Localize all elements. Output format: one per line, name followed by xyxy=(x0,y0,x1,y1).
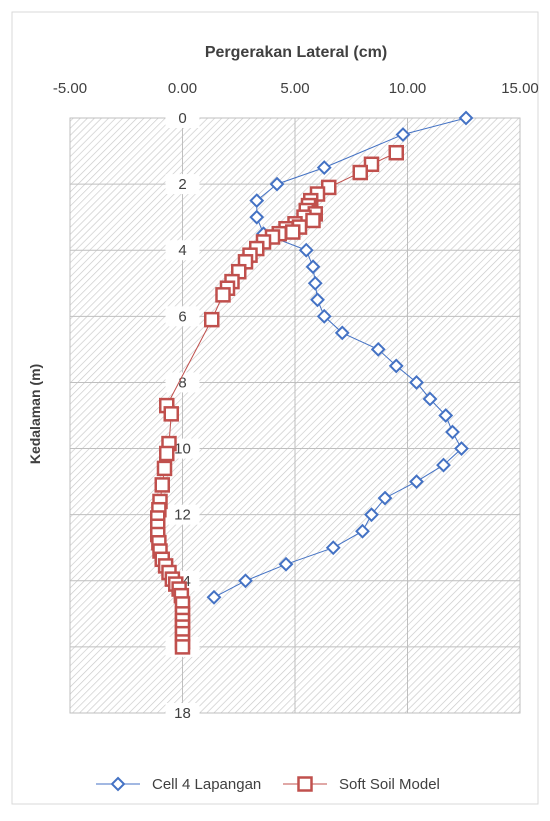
y-tick-label-bg xyxy=(165,306,200,327)
chart-title: Pergerakan Lateral (cm) xyxy=(205,44,387,61)
diamond-marker xyxy=(409,375,424,390)
legend-label: Soft Soil Model xyxy=(339,776,440,793)
y-tick-label-bg xyxy=(165,504,200,525)
legend-diamond-icon xyxy=(110,776,126,792)
diamond-marker xyxy=(305,259,321,275)
y-axis-label: Kedalaman (m) xyxy=(27,364,43,464)
square-marker xyxy=(174,639,191,655)
diamond-marker xyxy=(395,127,411,142)
y-tick-label-bg xyxy=(165,240,200,261)
diamond-marker xyxy=(206,589,222,605)
legend: Cell 4 Lapangan Soft Soil Model xyxy=(96,776,440,793)
legend-item: Cell 4 Lapangan xyxy=(96,776,261,793)
diamond-marker xyxy=(249,209,265,225)
legend-item: Soft Soil Model xyxy=(283,776,440,793)
y-tick-label: 18 xyxy=(174,705,191,722)
square-marker xyxy=(163,406,179,422)
y-tick-label-bg xyxy=(165,174,200,195)
diamond-marker xyxy=(388,358,404,374)
diamond-marker xyxy=(355,523,370,539)
legend-label: Cell 4 Lapangan xyxy=(152,776,261,793)
x-tick-label: 15.00 xyxy=(501,80,539,97)
diamond-marker xyxy=(436,457,451,473)
y-tick-label: 0 xyxy=(178,110,186,127)
y-tick-label: 4 xyxy=(178,242,186,259)
diamond-marker xyxy=(238,573,253,589)
x-tick-label: -5.00 xyxy=(53,80,87,97)
y-tick-label: 6 xyxy=(178,308,186,325)
gridlines xyxy=(69,117,521,714)
y-axis-label-group: Kedalaman (m) xyxy=(27,364,43,464)
diamond-marker xyxy=(316,160,332,175)
diamond-marker xyxy=(325,540,341,556)
square-marker xyxy=(305,212,321,229)
y-tick-label: 8 xyxy=(178,374,186,391)
diamond-marker xyxy=(422,391,438,407)
diamond-marker xyxy=(310,292,325,308)
square-marker xyxy=(204,311,220,328)
x-tick-labels: -5.00 0.00 5.00 10.00 15.00 xyxy=(53,80,539,97)
diamond-marker xyxy=(278,556,294,572)
diamond-marker xyxy=(438,408,454,423)
square-marker xyxy=(215,287,231,303)
x-tick-label: 0.00 xyxy=(168,80,197,97)
square-marker xyxy=(156,460,173,477)
square-marker xyxy=(352,164,368,181)
series-1 xyxy=(206,110,474,605)
y-tick-label-bg xyxy=(165,703,200,723)
diamond-marker xyxy=(458,110,474,126)
legend-square-icon xyxy=(297,776,313,792)
y-tick-label: 10 xyxy=(174,441,191,458)
square-marker xyxy=(363,156,380,173)
diamond-marker xyxy=(370,341,386,357)
diamond-marker xyxy=(249,193,265,209)
square-marker xyxy=(159,445,175,462)
square-marker xyxy=(154,477,170,493)
x-tick-label: 10.00 xyxy=(389,80,427,97)
x-tick-label: 5.00 xyxy=(280,80,309,97)
square-marker xyxy=(388,144,404,161)
series-layer xyxy=(150,110,474,655)
y-tick-label: 2 xyxy=(178,176,186,193)
y-tick-label-bg xyxy=(165,108,200,128)
diamond-marker xyxy=(316,308,332,324)
series-2 xyxy=(150,144,404,655)
diamond-marker xyxy=(334,325,350,341)
diamond-marker xyxy=(307,275,323,291)
diamond-marker xyxy=(269,176,285,192)
y-tick-label: 12 xyxy=(174,507,191,524)
diamond-marker xyxy=(454,441,469,456)
diamond-marker xyxy=(377,490,393,506)
diamond-marker xyxy=(298,242,314,258)
y-tick-label-bg xyxy=(165,372,200,393)
diamond-marker xyxy=(409,474,424,490)
diamond-marker xyxy=(364,507,379,523)
diamond-marker xyxy=(445,424,460,440)
square-marker xyxy=(285,224,301,240)
